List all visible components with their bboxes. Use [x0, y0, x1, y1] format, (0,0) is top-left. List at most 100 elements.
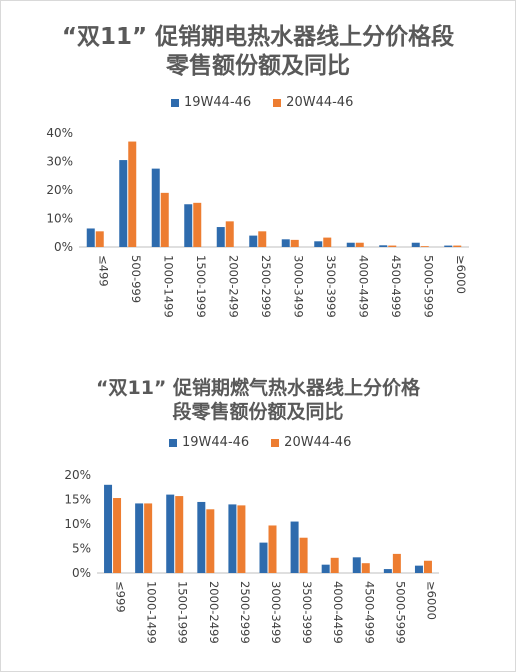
x-tick-label: 3000-3499 — [269, 581, 283, 644]
y-tick-label: 5% — [72, 542, 91, 556]
bar-series-1 — [166, 494, 175, 573]
bar-series-2 — [225, 221, 234, 247]
legend-item-series-2: 20W44-46 — [273, 95, 353, 110]
y-tick-label: 10% — [64, 517, 91, 531]
bar-series-1 — [379, 245, 388, 247]
legend-item-series-2: 20W44-46 — [271, 435, 351, 450]
x-tick-label: 1000-1499 — [145, 581, 159, 644]
legend-swatch-series-1 — [169, 438, 177, 447]
bar-series-2 — [299, 537, 308, 573]
bar-series-1 — [184, 204, 193, 247]
bar-series-1 — [444, 245, 453, 247]
bar-series-2 — [453, 245, 462, 247]
bar-series-1 — [104, 484, 113, 573]
legend-swatch-series-1 — [171, 98, 179, 107]
chart-title-line-1: “双11” 促销期燃气热水器线上分价格 — [95, 377, 421, 399]
bar-series-2 — [361, 563, 370, 573]
x-tick-label: ≤999 — [114, 581, 128, 613]
y-tick-label: 30% — [46, 155, 73, 169]
x-tick-label: 4000-4499 — [331, 581, 345, 644]
bar-series-2 — [355, 242, 364, 247]
x-tick-label: 500-999 — [129, 255, 143, 303]
chart-title-line-2: 段零售额份额及同比 — [172, 400, 344, 423]
bar-series-1 — [411, 242, 420, 247]
legend-swatch-series-2 — [271, 438, 280, 447]
x-tick-label: 1000-1499 — [161, 255, 175, 318]
x-tick-label: 3500-3999 — [300, 581, 314, 644]
bar-series-1 — [321, 564, 330, 573]
y-tick-label: 15% — [64, 493, 91, 507]
y-tick-label: 0% — [54, 240, 73, 254]
bar-series-2 — [423, 560, 432, 573]
bar-series-2 — [237, 505, 246, 573]
legend-label-series-1: 19W44-46 — [182, 435, 250, 450]
bar-series-2 — [330, 557, 339, 573]
bar-series-2 — [206, 509, 215, 573]
legend-item-series-1: 19W44-46 — [171, 95, 251, 110]
chart-legend: 19W44-46 20W44-46 — [171, 95, 375, 110]
bar-series-1 — [352, 557, 361, 573]
chart-title-line-1: “双11” 促销期电热水器线上分价格段 — [61, 24, 455, 50]
bar-series-2 — [128, 141, 137, 247]
bar-series-1 — [290, 521, 299, 573]
bar-series-1 — [86, 228, 95, 247]
x-tick-label: ≤499 — [96, 255, 110, 287]
bar-series-1 — [135, 503, 144, 573]
bar-series-1 — [119, 160, 128, 247]
bar-series-2 — [290, 239, 299, 247]
legend-label-series-2: 20W44-46 — [286, 95, 354, 110]
x-tick-label: 4000-4499 — [356, 255, 370, 318]
bar-series-1 — [281, 239, 290, 247]
y-tick-label: 20% — [46, 183, 73, 197]
bar-series-2 — [420, 246, 429, 247]
x-tick-label: 2500-2999 — [238, 581, 252, 644]
legend-label-series-2: 20W44-46 — [284, 435, 352, 450]
bar-series-1 — [197, 501, 206, 573]
x-tick-label: 5000-5999 — [393, 581, 407, 644]
x-tick-label: ≥6000 — [424, 581, 438, 620]
bar-series-1 — [414, 565, 423, 573]
y-tick-label: 40% — [46, 126, 73, 140]
x-tick-label: 2500-2999 — [259, 255, 273, 318]
bar-series-1 — [216, 227, 225, 247]
bar-series-1 — [346, 242, 355, 247]
y-tick-label: 20% — [64, 468, 91, 482]
x-tick-label: 4500-4999 — [389, 255, 403, 318]
x-tick-label: 5000-5999 — [421, 255, 435, 318]
bar-series-1 — [151, 168, 160, 247]
x-tick-label: 1500-1999 — [194, 255, 208, 318]
x-tick-label: 2000-2499 — [226, 255, 240, 318]
bar-series-2 — [258, 231, 267, 247]
bar-series-2 — [193, 202, 202, 247]
bar-series-2 — [392, 553, 401, 573]
bar-series-2 — [388, 245, 397, 247]
x-tick-label: 1500-1999 — [176, 581, 190, 644]
bar-series-2 — [160, 192, 169, 247]
chart-plot-area: 0% 5% 10% 15% 20% ≤999 1000-1499 1500-1999 2000-… — [64, 468, 439, 644]
x-tick-label: 3000-3499 — [291, 255, 305, 318]
bar-series-2 — [268, 525, 277, 573]
bar-series-2 — [113, 498, 122, 573]
bar-series-2 — [144, 503, 153, 573]
x-tick-label: ≥6000 — [454, 255, 468, 294]
chart-plot-area: 0% 10% 20% 30% 40% ≤499 500-999 1000-1499 1500-1… — [46, 126, 469, 318]
chart-legend: 19W44-46 20W44-46 — [169, 435, 373, 450]
bar-series-2 — [175, 496, 184, 573]
bar-series-1 — [259, 542, 268, 573]
bar-series-1 — [314, 241, 323, 247]
y-tick-label: 10% — [46, 212, 73, 226]
bar-series-2 — [95, 231, 104, 247]
y-tick-label: 0% — [72, 566, 91, 580]
bar-series-1 — [228, 504, 237, 573]
legend-item-series-1: 19W44-46 — [169, 435, 249, 450]
legend-label-series-1: 19W44-46 — [184, 95, 252, 110]
chart-title: “双11” 促销期燃气热水器线上分价格 段零售额份额及同比 — [1, 377, 515, 425]
gas-water-heater-chart: “双11” 促销期燃气热水器线上分价格 段零售额份额及同比 19W44-46 2… — [1, 331, 515, 671]
legend-swatch-series-2 — [273, 98, 282, 107]
x-tick-label: 2000-2499 — [207, 581, 221, 644]
chart-title: “双11” 促销期电热水器线上分价格段 零售额份额及同比 — [1, 23, 515, 81]
bar-series-1 — [383, 569, 392, 573]
x-tick-label: 3500-3999 — [324, 255, 338, 318]
x-tick-label: 4500-4999 — [362, 581, 376, 644]
